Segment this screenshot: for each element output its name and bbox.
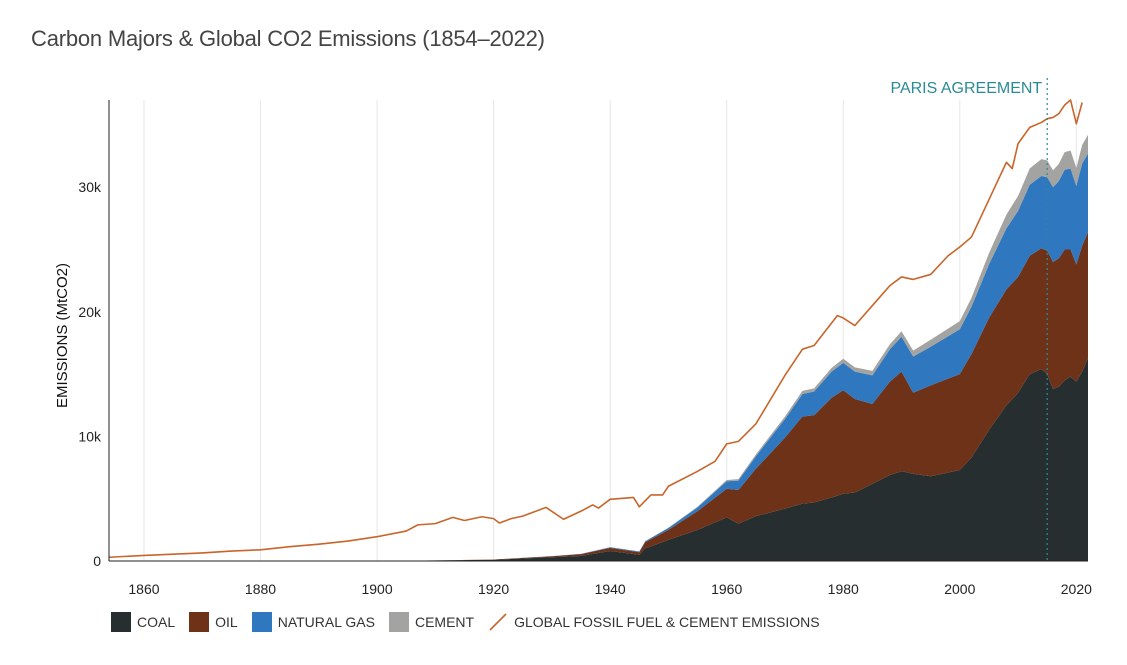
legend-item-oil: OIL bbox=[189, 612, 238, 632]
x-tick-label-1920: 1920 bbox=[478, 581, 509, 597]
y-tick-label-10k: 10k bbox=[78, 428, 102, 444]
annotations: PARIS AGREEMENT bbox=[890, 78, 1048, 561]
y-tick-label-30k: 30k bbox=[78, 179, 102, 195]
legend-swatch-coal bbox=[111, 612, 131, 632]
legend-swatch-natural-gas bbox=[251, 612, 272, 632]
area-oil bbox=[109, 232, 1088, 562]
legend-item-coal: COAL bbox=[111, 612, 175, 632]
legend-label-coal: COAL bbox=[137, 614, 176, 630]
legend-swatch-oil bbox=[189, 612, 210, 632]
x-tick-label-2000: 2000 bbox=[944, 581, 975, 597]
annotation-label-paris-agreement: PARIS AGREEMENT bbox=[890, 80, 1042, 97]
x-tick-label-1860: 1860 bbox=[128, 581, 159, 597]
legend: COAL OIL NATURAL GAS CEMENT GLOBAL FOSSIL FU… bbox=[111, 612, 834, 632]
legend-item-natural-gas: NATURAL GAS bbox=[251, 612, 375, 632]
x-tick-label-1940: 1940 bbox=[595, 581, 626, 597]
y-tick-label-20k: 20k bbox=[78, 304, 102, 320]
x-tick-label-2020: 2020 bbox=[1061, 581, 1092, 597]
x-tick-label-1900: 1900 bbox=[361, 581, 392, 597]
stacked-areas bbox=[109, 134, 1088, 562]
x-tick-label-1980: 1980 bbox=[828, 581, 859, 597]
chart-title: Carbon Majors & Global CO2 Emissions (18… bbox=[31, 26, 545, 51]
line-global-emissions bbox=[108, 99, 1083, 559]
legend-swatch-cement bbox=[388, 612, 409, 632]
legend-label-natural-gas: NATURAL GAS bbox=[277, 614, 375, 630]
area-coal bbox=[109, 357, 1088, 561]
legend-item-cement: CEMENT bbox=[388, 612, 475, 632]
legend-label-oil: OIL bbox=[215, 614, 238, 630]
y-axis-label: EMISSIONS (MtCO2) bbox=[54, 263, 71, 408]
legend-label-global-emissions: GLOBAL FOSSIL FUEL & CEMENT EMISSIONS bbox=[514, 614, 820, 630]
legend-item-global-emissions: GLOBAL FOSSIL FUEL & CEMENT EMISSIONS bbox=[488, 612, 820, 632]
axes: 1860 1880 1900 1920 1940 1960 1980 2000 2020 0 10k… bbox=[54, 100, 1092, 597]
emissions-chart: 1860 1880 1900 1920 1940 1960 1980 2000 2020 0 10k… bbox=[54, 78, 1092, 597]
legend-label-cement: CEMENT bbox=[414, 614, 475, 630]
global-emissions-line bbox=[108, 99, 1083, 559]
x-tick-label-1960: 1960 bbox=[711, 581, 742, 597]
x-tick-label-1880: 1880 bbox=[245, 581, 276, 597]
legend-line-icon bbox=[489, 613, 507, 631]
y-tick-label-0: 0 bbox=[93, 553, 101, 569]
area-natural-gas bbox=[109, 153, 1088, 561]
